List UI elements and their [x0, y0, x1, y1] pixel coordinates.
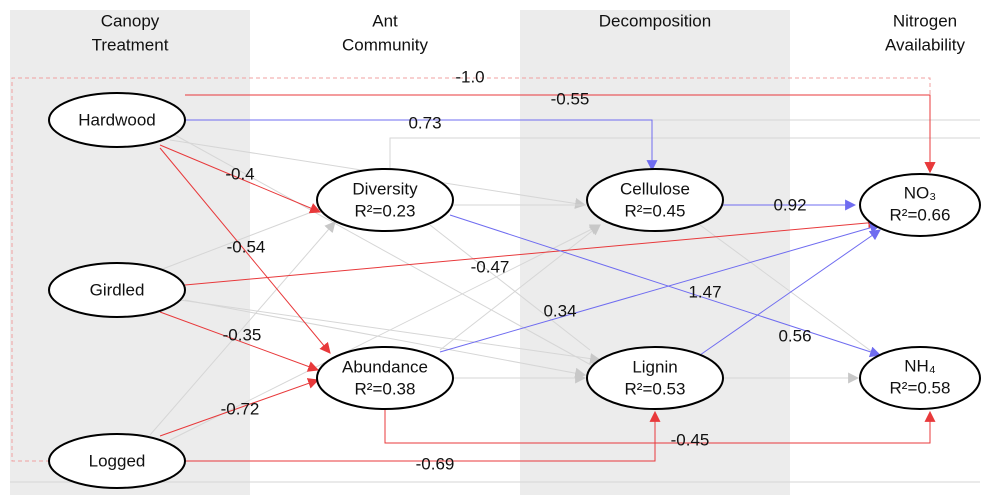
edge-label: 0.34 [543, 301, 576, 320]
column-header: Canopy [101, 11, 160, 30]
colored-paths [11, 77, 936, 462]
node-stat: R²=0.38 [355, 379, 416, 398]
column-header: Treatment [92, 35, 169, 54]
node [859, 173, 981, 237]
node-label: Girdled [90, 280, 145, 299]
column-header: Nitrogen [893, 11, 957, 30]
node-label: Lignin [632, 357, 677, 376]
node-label: NO₃ [904, 183, 936, 202]
column-header: Decomposition [599, 11, 711, 30]
edge-label: -0.55 [551, 89, 590, 108]
edge-labels: -1.0 -0.55 0.73 -0.4 -0.54 -0.47 -0.35 0… [221, 67, 812, 473]
edge-label: -0.4 [225, 164, 254, 183]
node-label: NH₄ [904, 356, 936, 375]
nodes: Hardwood Girdled Logged Diversity R²=0.2… [48, 92, 981, 489]
column-band [10, 10, 250, 495]
node-label: Hardwood [78, 110, 156, 129]
edge-label: 0.73 [408, 113, 441, 132]
node [859, 346, 981, 410]
edge-label: -0.35 [223, 325, 262, 344]
node [316, 346, 454, 410]
edge-label: 0.56 [778, 326, 811, 345]
node-label: Diversity [352, 179, 418, 198]
edge-label: -0.69 [416, 454, 455, 473]
node-label: Cellulose [620, 179, 690, 198]
column-header: Community [342, 35, 428, 54]
node-label: Logged [89, 451, 146, 470]
node-stat: R²=0.66 [890, 205, 951, 224]
column-header: Ant [372, 11, 398, 30]
node [586, 168, 724, 232]
node-stat: R²=0.45 [625, 201, 686, 220]
edge-label: -0.45 [671, 430, 710, 449]
node [316, 168, 454, 232]
node [48, 262, 186, 318]
column-header: Availability [885, 35, 966, 54]
node-label: Abundance [342, 357, 428, 376]
node-stat: R²=0.58 [890, 378, 951, 397]
node [48, 433, 186, 489]
edge-label: -0.54 [227, 237, 266, 256]
edge-label: -0.72 [221, 399, 260, 418]
node-stat: R²=0.23 [355, 201, 416, 220]
edge-label: -0.47 [471, 257, 510, 276]
node [586, 346, 724, 410]
node [48, 92, 186, 148]
edge-label: 1.47 [688, 282, 721, 301]
node-stat: R²=0.53 [625, 379, 686, 398]
edge-label: 0.92 [773, 195, 806, 214]
edge-label: -1.0 [455, 67, 484, 86]
